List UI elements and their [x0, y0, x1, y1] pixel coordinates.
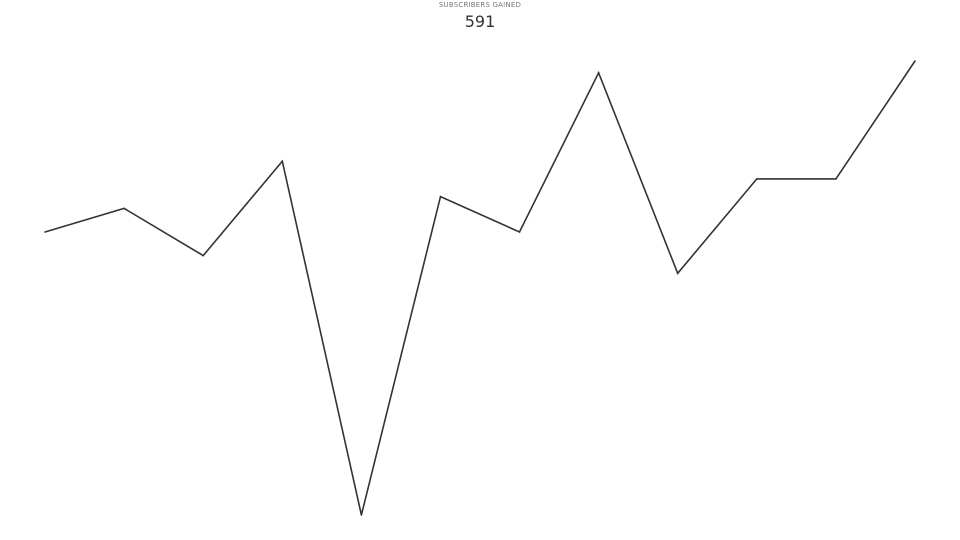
- data-point: [756, 178, 758, 180]
- data-point: [360, 514, 363, 516]
- data-point: [676, 272, 679, 275]
- data-point: [597, 72, 600, 74]
- data-point: [439, 195, 442, 198]
- kpi-label: SUBSCRIBERS GAINED: [438, 1, 522, 9]
- series-line: [44, 60, 916, 516]
- data-point: [281, 160, 284, 162]
- data-point: [518, 231, 521, 233]
- data-point: [123, 207, 125, 210]
- data-point: [202, 254, 204, 257]
- kpi-value: 591: [464, 12, 496, 31]
- data-point: [835, 178, 837, 180]
- data-point: [44, 231, 46, 233]
- data-point: [914, 60, 916, 62]
- data-points: [44, 60, 916, 516]
